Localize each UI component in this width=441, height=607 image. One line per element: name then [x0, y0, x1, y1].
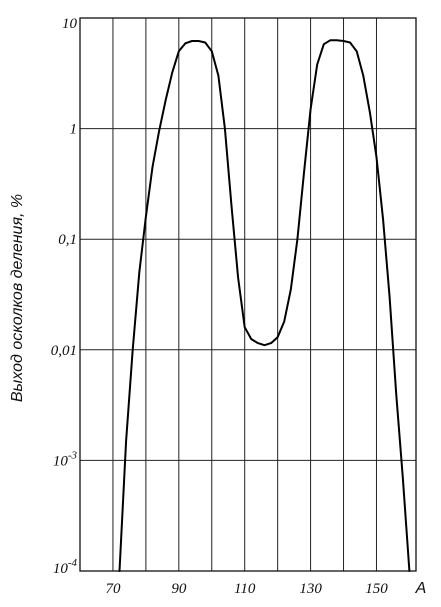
y-axis-label: Выход осколков деления, %	[9, 194, 26, 402]
y-tick-label: 10-4	[53, 557, 78, 577]
x-tick-label: 90	[171, 581, 187, 597]
plot-frame	[79, 17, 417, 572]
y-tick-label: 0,01	[51, 343, 77, 359]
y-tick-label: 10	[62, 16, 78, 32]
x-tick-label: 150	[365, 581, 388, 597]
x-tick-label: 130	[299, 581, 322, 597]
yield-curve	[118, 39, 411, 572]
y-tick-labels: 10 1 0,1 0,01 10-3 10-4	[51, 16, 78, 577]
x-gridlines	[112, 18, 377, 571]
y-tick-label: 0,1	[58, 232, 77, 248]
y-tick-label: 10-3	[53, 449, 78, 469]
x-tick-labels: 70 90 110 130 150	[105, 581, 388, 597]
y-tick-label: 1	[70, 122, 78, 138]
x-tick-label: 110	[234, 581, 256, 597]
x-axis-label: A	[415, 580, 427, 597]
x-tick-label: 70	[105, 581, 121, 597]
y-gridlines	[80, 17, 416, 572]
